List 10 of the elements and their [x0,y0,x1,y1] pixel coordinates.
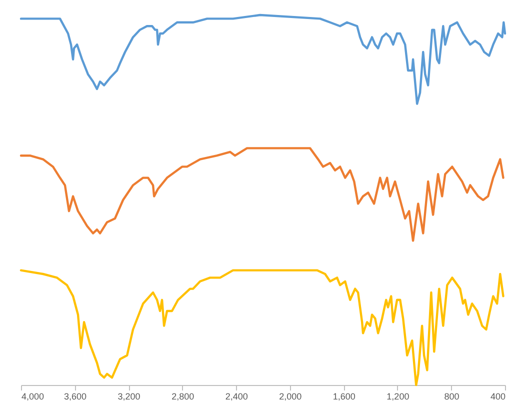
x-tick-label: 3,200 [118,392,140,402]
x-tick-label: 2,000 [279,392,302,402]
x-tick-label: 2,800 [172,392,194,402]
x-tick-label: 4,000 [22,392,44,402]
x-tick-label: 800 [444,392,460,402]
x-tick-label: 2,400 [225,392,248,402]
x-tick-label: 1,600 [332,392,356,402]
x-tick-label: 3,600 [64,392,87,402]
x-tick-label: 1,200 [386,392,410,402]
x-tick-label: 400 [490,392,506,402]
